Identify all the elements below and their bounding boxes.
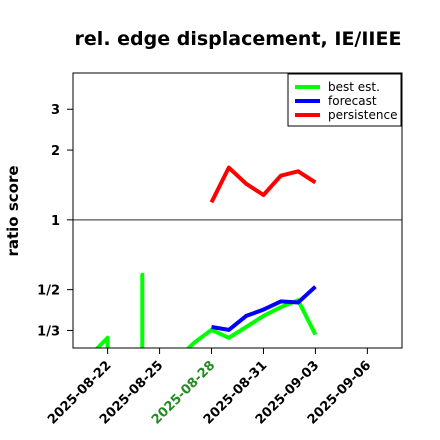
y-tick-label: 1/2 <box>37 284 60 299</box>
y-tick-label: 2 <box>51 144 60 159</box>
series-line-persistence <box>209 165 317 204</box>
y-tick-label: 3 <box>51 103 60 118</box>
series-line-forecast <box>211 285 317 332</box>
series-layer <box>94 165 318 348</box>
chart-title: rel. edge displacement, IE/IIEE <box>75 28 402 50</box>
plot-frame <box>72 72 403 349</box>
legend-label: forecast <box>328 94 377 108</box>
series-line-best-est- <box>94 272 318 348</box>
legend-label: best est. <box>328 80 380 94</box>
y-tick-label: 1/3 <box>37 324 60 339</box>
y-tick-label: 1 <box>51 214 60 229</box>
legend-label: persistence <box>328 108 397 122</box>
axis-layer: 1/31/21232025-08-222025-08-252025-08-282… <box>37 103 374 427</box>
y-axis-label: ratio score <box>4 165 22 256</box>
